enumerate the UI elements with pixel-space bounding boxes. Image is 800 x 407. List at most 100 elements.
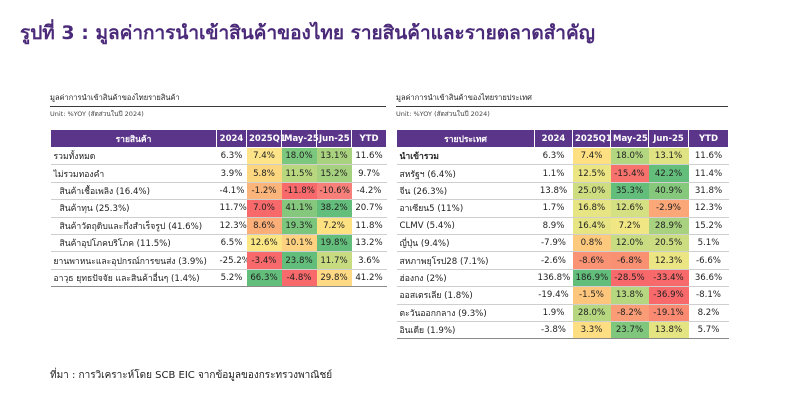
- table-row: อินเดีย (1.9%) -3.8% 3.3% 23.7% 13.8% 5.7%: [396, 321, 729, 340]
- value-cell: 7.2%: [316, 217, 352, 235]
- value-cell: 12.3%: [648, 251, 689, 270]
- value-cell: 186.9%: [572, 269, 611, 288]
- value-cell: 19.3%: [281, 217, 317, 235]
- header-label-column: รายสินค้า: [50, 129, 217, 148]
- value-cell: 41.1%: [281, 199, 317, 218]
- value-cell: 28.9%: [648, 217, 689, 235]
- value-cell: -28.5%: [610, 269, 649, 288]
- value-cell: -6.8%: [610, 251, 649, 270]
- value-cell: 16.4%: [572, 217, 611, 235]
- value-cell: 11.8%: [351, 217, 387, 235]
- value-cell: 7.2%: [610, 217, 649, 235]
- value-cell: -2.9%: [648, 199, 689, 218]
- row-label: สินค้าเชื้อเพลิง (16.4%): [50, 182, 217, 201]
- value-cell: 35.3%: [610, 182, 649, 201]
- value-cell: 3.9%: [216, 164, 247, 183]
- value-cell: 36.6%: [688, 269, 729, 288]
- value-cell: 8.9%: [534, 217, 573, 235]
- country-table-divider: [396, 106, 728, 107]
- header-column: May-25: [281, 129, 319, 148]
- value-cell: 12.3%: [688, 199, 729, 218]
- row-label: จีน (26.3%): [396, 182, 535, 201]
- value-cell: 11.7%: [216, 199, 247, 218]
- row-label: ญี่ปุ่น (9.4%): [396, 234, 535, 253]
- header-column: May-25: [610, 129, 649, 148]
- row-label: อินเดีย (1.9%): [396, 321, 535, 340]
- value-cell: 11.7%: [316, 251, 352, 270]
- value-cell: -1.5%: [572, 286, 611, 305]
- header-column: 2025Q1: [246, 129, 286, 148]
- value-cell: 11.6%: [688, 147, 729, 166]
- table-row: ยานพาหนะและอุปกรณ์การขนส่ง (3.9%)-25.2%-…: [50, 251, 387, 270]
- value-cell: 19.8%: [316, 234, 352, 253]
- header-column: Jun-25: [648, 129, 689, 148]
- value-cell: 5.8%: [246, 164, 282, 183]
- value-cell: 3.3%: [572, 321, 611, 340]
- value-cell: -33.4%: [648, 269, 689, 288]
- product-table-divider: [50, 106, 386, 107]
- row-label: CLMV (5.4%): [396, 217, 535, 235]
- value-cell: -10.6%: [316, 182, 352, 201]
- row-label: สหรัฐฯ (6.4%): [396, 164, 535, 183]
- value-cell: -2.6%: [534, 251, 573, 270]
- value-cell: 12.6%: [610, 199, 649, 218]
- value-cell: -8.1%: [688, 286, 729, 305]
- value-cell: 16.8%: [572, 199, 611, 218]
- value-cell: -15.4%: [610, 164, 649, 183]
- value-cell: 18.0%: [281, 147, 317, 166]
- value-cell: -19.1%: [648, 304, 689, 322]
- value-cell: 13.2%: [351, 234, 387, 253]
- value-cell: 9.7%: [351, 164, 387, 183]
- source-note: ที่มา : การวิเคราะห์โดย SCB EIC จากข้อมู…: [50, 370, 333, 381]
- header-column: 2024: [216, 129, 247, 148]
- table-row: ออสเตรเลีย (1.8%) -19.4% -1.5% 13.8% -36.9% -…: [396, 286, 729, 305]
- row-label: สินค้าทุน (25.3%): [50, 199, 217, 218]
- product-import-table: รายสินค้า 2024 2025Q1 May-25 Jun-25 YTD รวมทั…: [50, 129, 387, 288]
- value-cell: 5.7%: [688, 321, 729, 340]
- value-cell: 40.9%: [648, 182, 689, 201]
- row-label: อาวุธ ยุทธปัจจัย และสินค้าอื่นๆ (1.4%): [50, 269, 217, 288]
- table-header-row: รายสินค้า 2024 2025Q1 May-25 Jun-25 YTD: [50, 129, 387, 148]
- table-header-row: รายประเทศ 2024 2025Q1 May-25 Jun-25 YTD: [396, 129, 729, 148]
- table-row: สหภาพยุโรป28 (7.1%) -2.6% -8.6% -6.8% 12.3% -…: [396, 251, 729, 270]
- header-label-column: รายประเทศ: [396, 129, 535, 148]
- table-row: สหรัฐฯ (6.4%) 1.1% 12.5% -15.4% 42.2% 11.4%: [396, 164, 729, 183]
- value-cell: 5.1%: [688, 234, 729, 253]
- row-label: นำเข้ารวม: [396, 147, 535, 166]
- value-cell: 7.0%: [246, 199, 282, 218]
- value-cell: -6.6%: [688, 251, 729, 270]
- value-cell: 23.8%: [281, 251, 317, 270]
- value-cell: -25.2%: [216, 251, 247, 270]
- table-row: อาเซียน5 (11%) 1.7% 16.8% 12.6% -2.9% 12.3%: [396, 199, 729, 218]
- value-cell: 1.1%: [534, 164, 573, 183]
- product-table-subtitle: มูลค่าการนำเข้าสินค้าของไทยรายสินค้า: [50, 93, 180, 102]
- country-table-unit: Unit: %YOY (สัดส่วนในปี 2024): [396, 110, 490, 118]
- table-row: ฮ่องกง (2%) 136.8% 186.9% -28.5% -33.4% 36.6%: [396, 269, 729, 288]
- value-cell: 7.4%: [572, 147, 611, 166]
- value-cell: -4.1%: [216, 182, 247, 201]
- value-cell: 12.5%: [572, 164, 611, 183]
- header-column: YTD: [351, 129, 387, 148]
- value-cell: 13.8%: [648, 321, 689, 340]
- value-cell: 13.1%: [648, 147, 689, 166]
- value-cell: 8.6%: [246, 217, 282, 235]
- value-cell: 31.8%: [688, 182, 729, 201]
- value-cell: 10.1%: [281, 234, 317, 253]
- product-table-unit: Unit: %YOY (สัดส่วนในปี 2024): [50, 110, 144, 118]
- value-cell: 29.8%: [316, 269, 352, 288]
- value-cell: -11.8%: [281, 182, 317, 201]
- table-row: รวมทั้งหมด 6.3% 7.4% 18.0% 13.1% 11.6%: [50, 147, 387, 166]
- table-row: ไม่รวมทองคำ 3.9% 5.8% 11.5% 15.2% 9.7%: [50, 164, 387, 183]
- row-label: ยานพาหนะและอุปกรณ์การขนส่ง (3.9%): [50, 251, 217, 270]
- header-column: YTD: [688, 129, 729, 148]
- value-cell: 12.0%: [610, 234, 649, 253]
- table-row: ญี่ปุ่น (9.4%) -7.9% 0.8% 12.0% 20.5% 5.1%: [396, 234, 729, 253]
- value-cell: 18.0%: [610, 147, 649, 166]
- country-import-table: รายประเทศ 2024 2025Q1 May-25 Jun-25 YTD นำเข้…: [396, 129, 729, 340]
- value-cell: 6.5%: [216, 234, 247, 253]
- value-cell: 5.2%: [216, 269, 247, 288]
- value-cell: 11.4%: [688, 164, 729, 183]
- header-column: 2025Q1: [572, 129, 612, 148]
- value-cell: 12.3%: [216, 217, 247, 235]
- row-label: ฮ่องกง (2%): [396, 269, 535, 288]
